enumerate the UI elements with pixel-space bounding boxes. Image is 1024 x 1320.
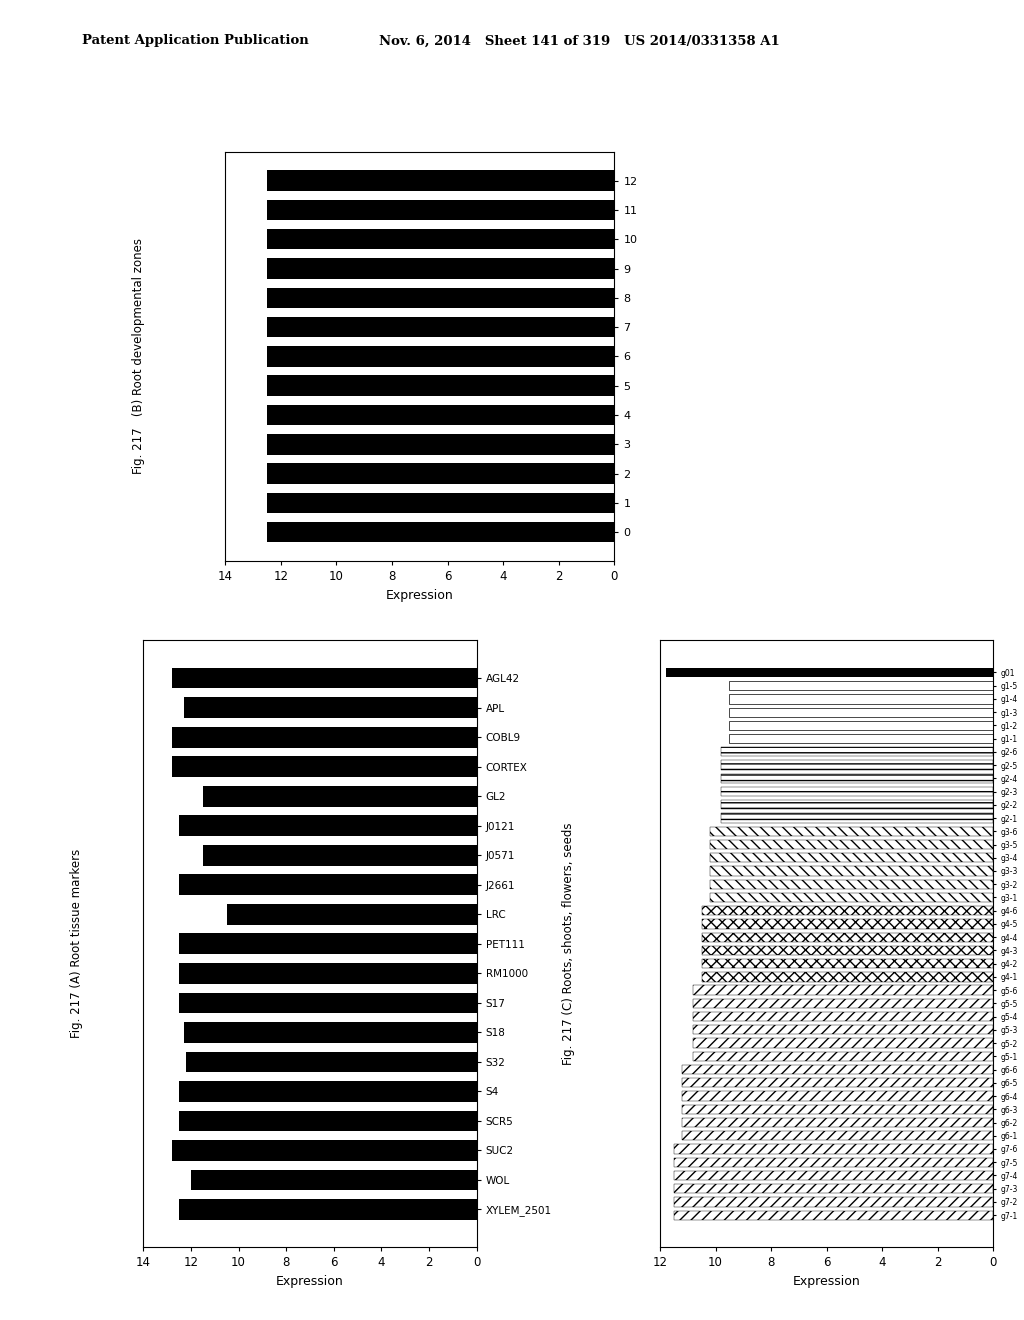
Bar xyxy=(693,1039,993,1048)
Bar xyxy=(729,721,993,730)
Bar xyxy=(267,317,614,338)
Bar xyxy=(682,1092,993,1101)
Bar xyxy=(674,1158,993,1167)
Text: Nov. 6, 2014   Sheet 141 of 319   US 2014/0331358 A1: Nov. 6, 2014 Sheet 141 of 319 US 2014/03… xyxy=(379,34,779,48)
Bar xyxy=(674,1184,993,1193)
Bar xyxy=(701,960,993,969)
Bar xyxy=(172,1140,476,1160)
Bar xyxy=(267,434,614,454)
Bar xyxy=(179,1199,476,1220)
Bar xyxy=(693,1012,993,1022)
Bar xyxy=(203,785,476,807)
Bar xyxy=(710,879,993,888)
Bar xyxy=(267,492,614,513)
X-axis label: Expression: Expression xyxy=(276,1275,344,1288)
Bar xyxy=(267,259,614,279)
Bar xyxy=(701,973,993,982)
Bar xyxy=(179,816,476,836)
Text: Fig. 217 (C) Roots, shoots, flowers, seeds: Fig. 217 (C) Roots, shoots, flowers, see… xyxy=(562,822,574,1065)
Bar xyxy=(729,681,993,690)
Bar xyxy=(179,1110,476,1131)
Bar xyxy=(721,760,993,770)
Bar xyxy=(693,1052,993,1061)
Bar xyxy=(172,727,476,747)
Bar xyxy=(729,694,993,704)
Bar xyxy=(267,346,614,367)
Bar xyxy=(693,986,993,995)
X-axis label: Expression: Expression xyxy=(793,1275,860,1288)
Bar xyxy=(184,697,476,718)
Bar xyxy=(267,521,614,543)
Bar xyxy=(179,993,476,1014)
Bar xyxy=(710,840,993,849)
Bar xyxy=(682,1118,993,1127)
Bar xyxy=(710,866,993,875)
Bar xyxy=(674,1144,993,1154)
Bar xyxy=(701,932,993,941)
Bar xyxy=(203,845,476,866)
Bar xyxy=(674,1197,993,1206)
Bar xyxy=(710,892,993,902)
Bar xyxy=(179,1081,476,1102)
Bar xyxy=(721,747,993,756)
Bar xyxy=(682,1078,993,1088)
Bar xyxy=(267,463,614,484)
Bar xyxy=(710,826,993,836)
Bar xyxy=(267,228,614,249)
Bar xyxy=(179,964,476,983)
X-axis label: Expression: Expression xyxy=(386,589,454,602)
Bar xyxy=(674,1210,993,1220)
Bar xyxy=(184,1022,476,1043)
Bar xyxy=(721,813,993,822)
Bar xyxy=(674,1171,993,1180)
Bar xyxy=(693,1026,993,1035)
Bar xyxy=(682,1065,993,1074)
Bar xyxy=(190,1170,476,1191)
Bar xyxy=(179,933,476,954)
Text: Fig. 217 (A) Root tissue markers: Fig. 217 (A) Root tissue markers xyxy=(71,849,83,1039)
Bar xyxy=(729,734,993,743)
Bar xyxy=(267,288,614,308)
Bar xyxy=(172,756,476,777)
Bar xyxy=(701,919,993,928)
Bar xyxy=(721,787,993,796)
Bar xyxy=(226,904,476,924)
Bar xyxy=(179,874,476,895)
Bar xyxy=(729,708,993,717)
Bar xyxy=(693,999,993,1008)
Text: Patent Application Publication: Patent Application Publication xyxy=(82,34,308,48)
Text: Fig. 217   (B) Root developmental zones: Fig. 217 (B) Root developmental zones xyxy=(132,239,144,474)
Bar xyxy=(721,800,993,809)
Bar xyxy=(682,1105,993,1114)
Bar xyxy=(267,199,614,220)
Bar xyxy=(267,405,614,425)
Bar xyxy=(267,170,614,191)
Bar xyxy=(701,946,993,956)
Bar xyxy=(682,1131,993,1140)
Bar xyxy=(721,774,993,783)
Bar xyxy=(710,853,993,862)
Bar xyxy=(701,906,993,915)
Bar xyxy=(186,1052,476,1072)
Bar xyxy=(172,668,476,689)
Bar xyxy=(666,668,993,677)
Bar xyxy=(267,375,614,396)
